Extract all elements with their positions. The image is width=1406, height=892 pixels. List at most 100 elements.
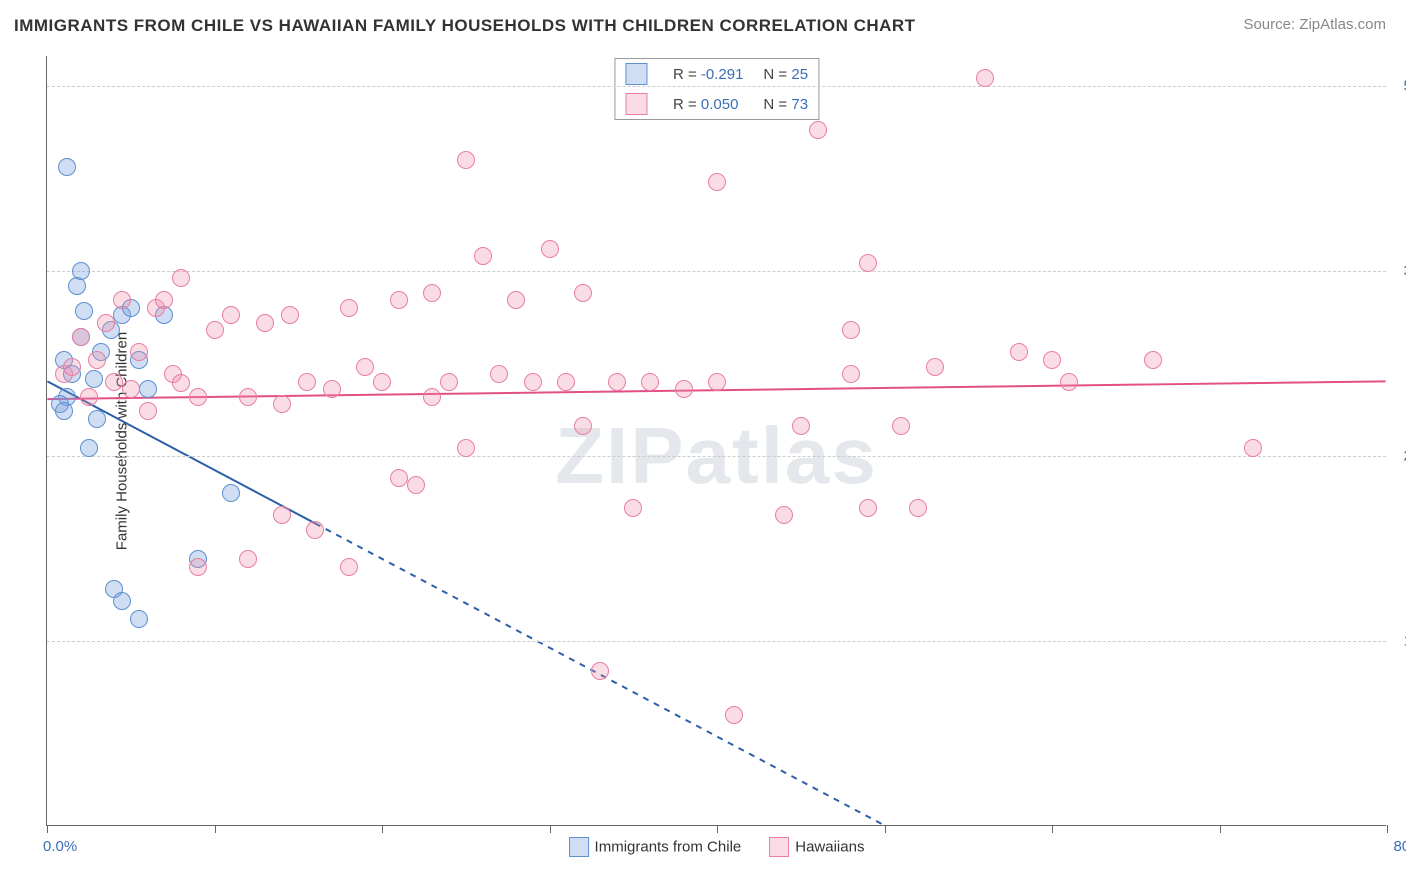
hawaiians-point (122, 380, 140, 398)
hawaiians-point (407, 476, 425, 494)
source-label: Source: ZipAtlas.com (1243, 16, 1386, 33)
r-value: 0.050 (701, 96, 739, 113)
hawaiians-point (172, 374, 190, 392)
hawaiians-point (130, 343, 148, 361)
hawaiians-point (541, 240, 559, 258)
hawaiians-point (189, 388, 207, 406)
x-tick (550, 825, 551, 833)
hawaiians-point (256, 314, 274, 332)
hawaiians-point (557, 373, 575, 391)
hawaiians-point (273, 506, 291, 524)
y-tick-label: 50.0% (1392, 77, 1406, 94)
legend-swatch (625, 63, 647, 85)
x-tick (215, 825, 216, 833)
legend-stats: R = -0.291N = 25R = 0.050N = 73 (614, 58, 819, 120)
hawaiians-point (340, 299, 358, 317)
x-origin-label: 0.0% (43, 838, 77, 855)
hawaiians-point (591, 662, 609, 680)
hawaiians-point (1060, 373, 1078, 391)
n-value: 73 (791, 96, 808, 113)
x-tick (1387, 825, 1388, 833)
hawaiians-point (423, 284, 441, 302)
y-tick-label: 12.5% (1392, 632, 1406, 649)
r-label: R = (673, 96, 697, 113)
hawaiians-point (155, 291, 173, 309)
legend-item: Immigrants from Chile (569, 838, 742, 855)
hawaiians-point (139, 402, 157, 420)
hawaiians-point (206, 321, 224, 339)
hawaiians-point (1010, 343, 1028, 361)
legend-swatch (625, 93, 647, 115)
hawaiians-point (340, 558, 358, 576)
x-tick (1052, 825, 1053, 833)
hawaiians-point (239, 388, 257, 406)
hawaiians-point (323, 380, 341, 398)
x-tick (47, 825, 48, 833)
gridline (47, 86, 1386, 87)
hawaiians-point (708, 173, 726, 191)
hawaiians-point (1144, 351, 1162, 369)
hawaiians-point (859, 499, 877, 517)
legend-label: Hawaiians (795, 839, 864, 856)
gridline (47, 641, 1386, 642)
chile-point (75, 302, 93, 320)
chile-point (72, 262, 90, 280)
hawaiians-point (507, 291, 525, 309)
hawaiians-point (239, 550, 257, 568)
chile-point (58, 158, 76, 176)
hawaiians-point (574, 284, 592, 302)
hawaiians-point (189, 558, 207, 576)
hawaiians-point (490, 365, 508, 383)
hawaiians-point (926, 358, 944, 376)
x-tick (1220, 825, 1221, 833)
x-tick (382, 825, 383, 833)
x-tick (717, 825, 718, 833)
legend-label: Immigrants from Chile (595, 839, 742, 856)
chart-title: IMMIGRANTS FROM CHILE VS HAWAIIAN FAMILY… (14, 16, 916, 36)
chile-point (80, 439, 98, 457)
chile-point (85, 370, 103, 388)
hawaiians-point (792, 417, 810, 435)
n-value: 25 (791, 66, 808, 83)
legend-stat-row: R = -0.291 N = 25 (615, 59, 818, 89)
r-label: R = (673, 66, 697, 83)
hawaiians-point (842, 365, 860, 383)
legend-swatch (769, 837, 789, 857)
r-value: -0.291 (701, 66, 744, 83)
hawaiians-point (172, 269, 190, 287)
legend-swatch (569, 837, 589, 857)
hawaiians-point (524, 373, 542, 391)
hawaiians-point (440, 373, 458, 391)
hawaiians-point (892, 417, 910, 435)
hawaiians-point (373, 373, 391, 391)
hawaiians-point (273, 395, 291, 413)
hawaiians-point (63, 358, 81, 376)
regression-lines (47, 56, 1386, 825)
chile-point (88, 410, 106, 428)
hawaiians-point (725, 706, 743, 724)
n-label: N = (763, 66, 787, 83)
hawaiians-point (113, 291, 131, 309)
hawaiians-point (281, 306, 299, 324)
hawaiians-point (574, 417, 592, 435)
hawaiians-point (859, 254, 877, 272)
hawaiians-point (842, 321, 860, 339)
chile-point (113, 592, 131, 610)
hawaiians-point (909, 499, 927, 517)
x-tick (885, 825, 886, 833)
hawaiians-point (97, 314, 115, 332)
hawaiians-point (306, 521, 324, 539)
hawaiians-point (624, 499, 642, 517)
hawaiians-point (298, 373, 316, 391)
chile-point (55, 402, 73, 420)
gridline (47, 271, 1386, 272)
hawaiians-point (80, 388, 98, 406)
chile-point (222, 484, 240, 502)
hawaiians-point (809, 121, 827, 139)
hawaiians-point (457, 151, 475, 169)
y-tick-label: 25.0% (1392, 447, 1406, 464)
hawaiians-point (423, 388, 441, 406)
hawaiians-point (390, 291, 408, 309)
scatter-plot: Family Households with Children ZIPatlas… (46, 56, 1386, 826)
hawaiians-point (356, 358, 374, 376)
